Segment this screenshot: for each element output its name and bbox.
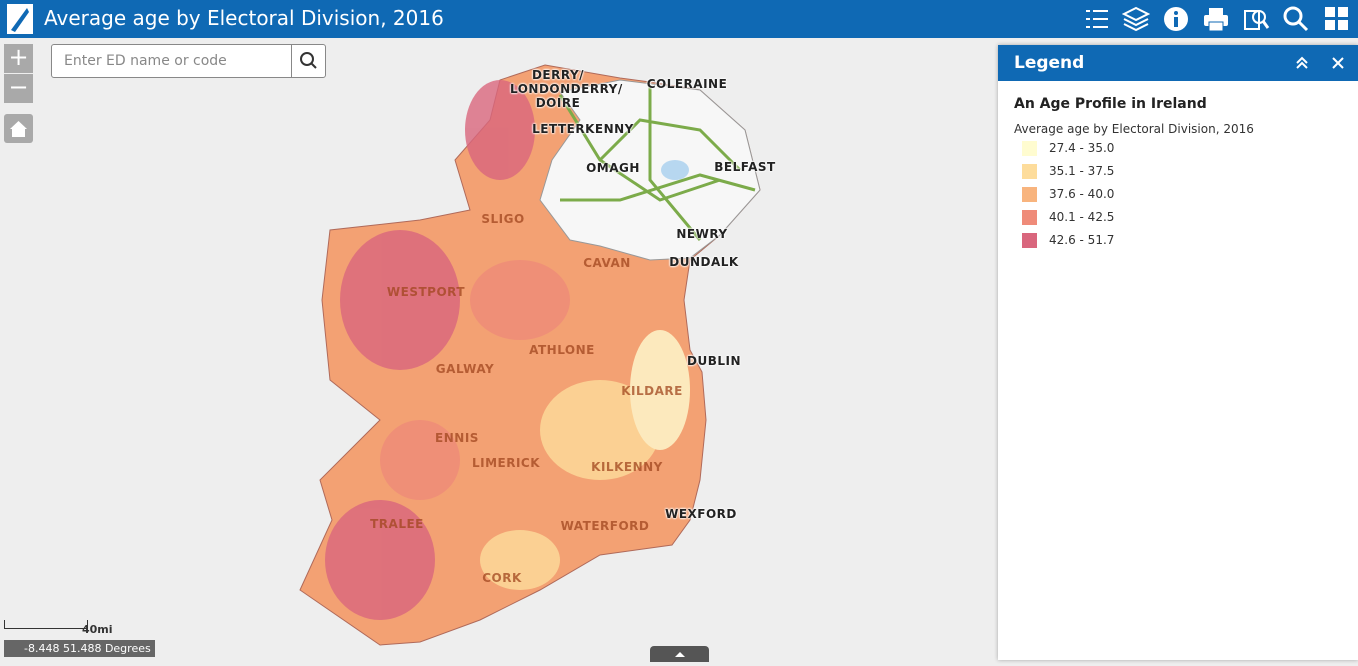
print-icon[interactable] [1202, 5, 1230, 33]
search-button-icon [300, 52, 317, 69]
place-label: KILDARE [621, 384, 683, 398]
place-label: LETTERKENNY [532, 122, 634, 136]
collapse-button[interactable] [1294, 55, 1310, 71]
place-label: LIMERICK [471, 456, 541, 470]
query-icon[interactable] [1242, 5, 1270, 33]
home-icon [10, 121, 27, 137]
place-label: ATHLONE [529, 343, 595, 357]
info-icon[interactable] [1162, 5, 1190, 33]
place-label: NEWRY [676, 227, 728, 241]
place-label: TRALEE [370, 517, 424, 531]
legend-item: 27.4 - 35.0 [1022, 141, 1114, 156]
place-label: WATERFORD [560, 519, 650, 533]
toggle-arrow [675, 652, 685, 657]
legend-item: 35.1 - 37.5 [1022, 164, 1114, 179]
scale-label: 40mi [82, 623, 113, 636]
place-label: BELFAST [714, 160, 776, 174]
app-title: Average age by Electoral Division, 2016 [44, 6, 444, 30]
legend-label: 27.4 - 35.0 [1049, 141, 1115, 155]
map[interactable] [0, 38, 1358, 662]
bottom-panel-toggle[interactable] [650, 646, 709, 662]
legend-label: 40.1 - 42.5 [1049, 210, 1115, 224]
legend-label: 35.1 - 37.5 [1049, 164, 1115, 178]
coordinates: -8.448 51.488 Degrees [4, 640, 155, 657]
legend-swatch [1022, 141, 1037, 156]
list-icon[interactable] [1082, 5, 1110, 33]
age-patches [325, 80, 690, 620]
place-label: WESTPORT [386, 285, 466, 299]
lough-neagh [661, 160, 689, 180]
legend-label: 37.6 - 40.0 [1049, 187, 1115, 201]
close-button[interactable] [1331, 56, 1345, 70]
legend-title: Legend [1014, 53, 1085, 73]
scale-bar [4, 620, 88, 629]
place-label: GALWAY [435, 362, 495, 376]
legend-item: 37.6 - 40.0 [1022, 187, 1114, 202]
zoom-in[interactable]: + [4, 44, 33, 73]
search-placeholder: Enter ED name or code [64, 53, 227, 69]
search-icon[interactable] [1282, 5, 1310, 33]
legend-item: 40.1 - 42.5 [1022, 210, 1114, 225]
legend-panel: Legend An Age Profile in Ireland Average… [998, 45, 1358, 660]
legend-item: 42.6 - 51.7 [1022, 233, 1114, 248]
layers-icon[interactable] [1122, 5, 1150, 33]
place-label: OMAGH [586, 161, 640, 175]
place-label: KILKENNY [591, 460, 663, 474]
home-button[interactable] [4, 114, 33, 143]
zoom-out[interactable]: − [4, 74, 33, 103]
legend-swatch [1022, 233, 1037, 248]
layer-subtitle: Average age by Electoral Division, 2016 [1014, 122, 1254, 136]
apps-icon[interactable] [1323, 5, 1351, 33]
logo-icon [11, 8, 29, 32]
place-label: DERRY/ LONDONDERRY/ DOIRE [510, 68, 623, 110]
legend-label: 42.6 - 51.7 [1049, 233, 1115, 247]
place-label: ENNIS [435, 431, 479, 445]
legend-swatch [1022, 187, 1037, 202]
place-label: SLIGO [481, 212, 525, 226]
legend-swatch [1022, 210, 1037, 225]
place-label: WEXFORD [665, 507, 737, 521]
place-label: CORK [482, 571, 522, 585]
roads [558, 85, 756, 241]
place-label: COLERAINE [646, 77, 728, 91]
search-box[interactable]: Enter ED name or code [51, 44, 293, 78]
header: Average age by Electoral Division, 2016 [0, 0, 1358, 38]
search-button[interactable] [291, 44, 326, 78]
logo [7, 4, 33, 34]
place-label: DUNDALK [669, 255, 739, 269]
layer-title: An Age Profile in Ireland [1014, 96, 1207, 112]
place-label: CAVAN [583, 256, 631, 270]
legend-swatch [1022, 164, 1037, 179]
legend-header: Legend [998, 45, 1358, 81]
place-label: DUBLIN [686, 354, 742, 368]
